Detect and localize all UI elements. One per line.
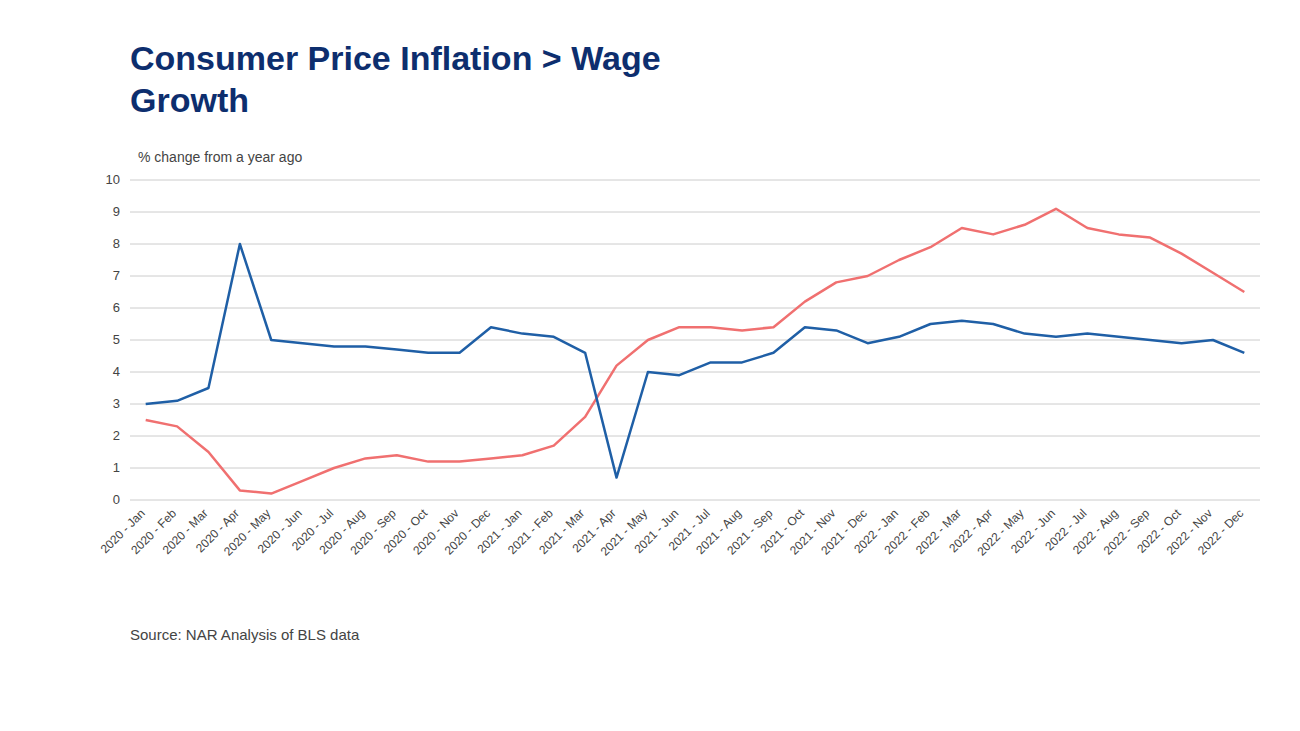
y-tick-label: 2 — [113, 428, 120, 443]
y-tick-label: 5 — [113, 332, 120, 347]
x-tick-label: 2022 - Dec — [1195, 506, 1246, 557]
y-grid — [130, 180, 1260, 500]
source: Source: NAR Analysis of BLS data — [130, 626, 360, 643]
grid-line — [130, 180, 1260, 181]
grid-line — [130, 404, 1260, 405]
grid-line — [130, 340, 1260, 341]
grid-line — [130, 436, 1260, 437]
y-tick-label: 7 — [113, 268, 120, 283]
line — [146, 209, 1245, 494]
y-tick-label: 9 — [113, 204, 120, 219]
grid-line — [130, 372, 1260, 373]
chart: Consumer Price Inflation > WageGrowth % c… — [0, 0, 1300, 731]
grid-line — [130, 276, 1260, 277]
lines — [146, 209, 1245, 494]
y-tick-label: 8 — [113, 236, 120, 251]
grid-line — [130, 308, 1260, 309]
y-tick-label: 1 — [113, 460, 120, 475]
line — [146, 244, 1245, 478]
y-tick-label: 3 — [113, 396, 120, 411]
subtitle: % change from a year ago — [138, 149, 302, 165]
y-tick-label: 4 — [113, 364, 120, 379]
grid-line — [130, 244, 1260, 245]
grid-line — [130, 500, 1260, 501]
y-tick-label: 10 — [106, 172, 120, 187]
grid-line — [130, 212, 1260, 213]
title: Consumer Price Inflation > WageGrowth — [130, 39, 661, 119]
y-tick-label: 6 — [113, 300, 120, 315]
y-tick-label: 0 — [113, 492, 120, 507]
grid-line — [130, 468, 1260, 469]
